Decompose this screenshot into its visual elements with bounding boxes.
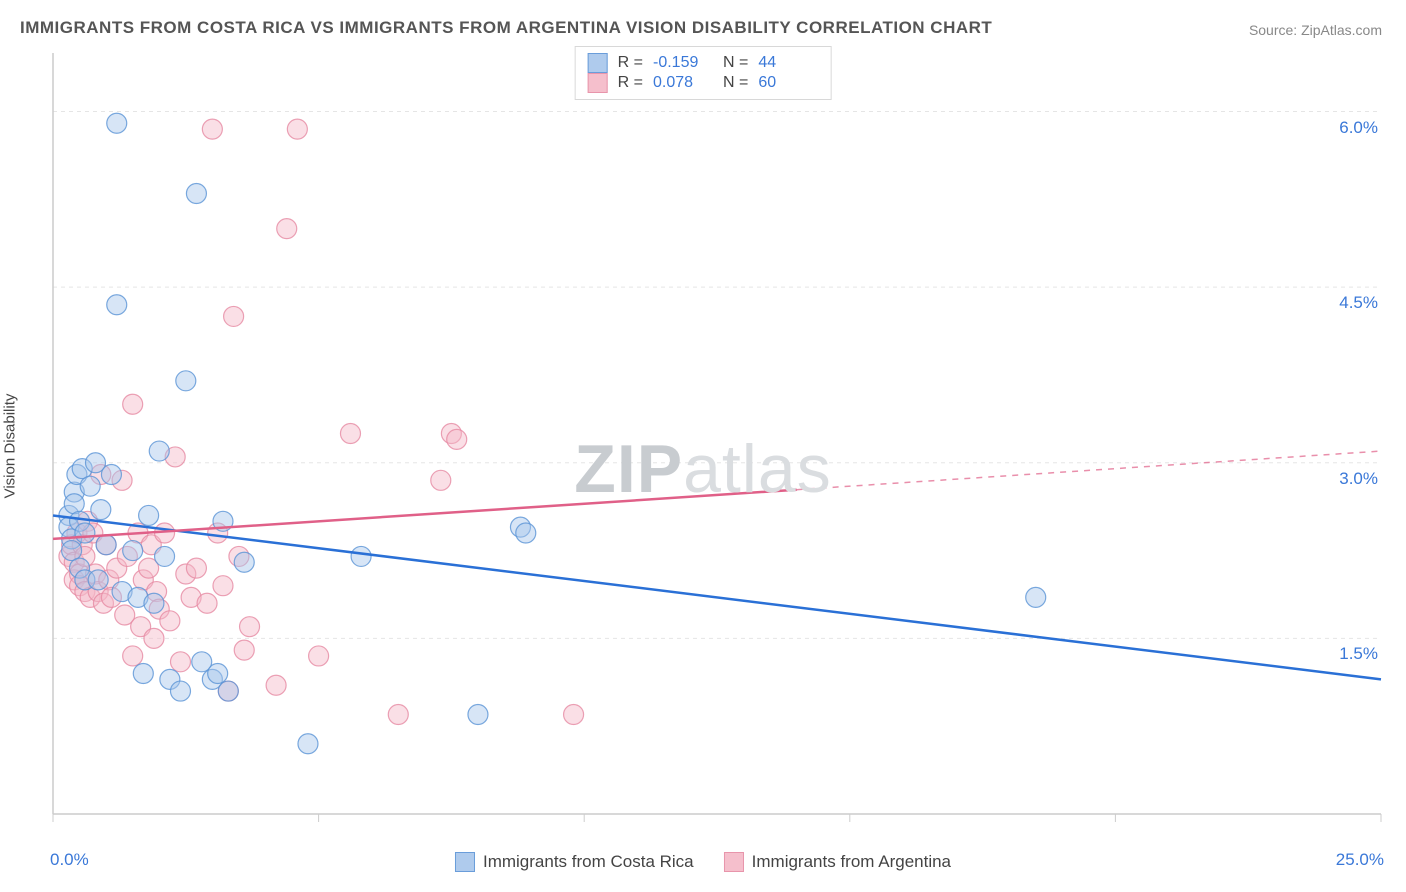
series-legend: Immigrants from Costa Rica Immigrants fr… bbox=[455, 852, 951, 872]
n-value-1: 44 bbox=[758, 54, 818, 72]
legend-item: Immigrants from Argentina bbox=[724, 852, 951, 872]
legend-label-2: Immigrants from Argentina bbox=[752, 852, 951, 872]
correlation-legend: R = -0.159 N = 44 R = 0.078 N = 60 bbox=[575, 46, 832, 100]
page-title: IMMIGRANTS FROM COSTA RICA VS IMMIGRANTS… bbox=[20, 18, 992, 38]
r-value-2: 0.078 bbox=[653, 74, 713, 92]
r-value-1: -0.159 bbox=[653, 54, 713, 72]
x-axis-max-label: 25.0% bbox=[1336, 850, 1384, 870]
chart-area bbox=[48, 48, 1386, 834]
y-tick-label: 1.5% bbox=[1339, 644, 1378, 664]
legend-label-1: Immigrants from Costa Rica bbox=[483, 852, 694, 872]
legend-swatch-argentina bbox=[724, 852, 744, 872]
legend-item: Immigrants from Costa Rica bbox=[455, 852, 694, 872]
legend-row: R = -0.159 N = 44 bbox=[588, 53, 819, 73]
n-label: N = bbox=[723, 54, 748, 72]
y-tick-label: 3.0% bbox=[1339, 469, 1378, 489]
legend-row: R = 0.078 N = 60 bbox=[588, 73, 819, 93]
legend-swatch-2 bbox=[588, 73, 608, 93]
legend-swatch-costa-rica bbox=[455, 852, 475, 872]
y-tick-label: 4.5% bbox=[1339, 293, 1378, 313]
n-label: N = bbox=[723, 74, 748, 92]
source-attribution: Source: ZipAtlas.com bbox=[1249, 22, 1382, 38]
n-value-2: 60 bbox=[758, 74, 818, 92]
x-axis-min-label: 0.0% bbox=[50, 850, 89, 870]
r-label: R = bbox=[618, 74, 643, 92]
legend-swatch-1 bbox=[588, 53, 608, 73]
scatter-chart bbox=[48, 48, 1386, 834]
r-label: R = bbox=[618, 54, 643, 72]
y-axis-label: Vision Disability bbox=[2, 394, 19, 499]
y-tick-label: 6.0% bbox=[1339, 118, 1378, 138]
